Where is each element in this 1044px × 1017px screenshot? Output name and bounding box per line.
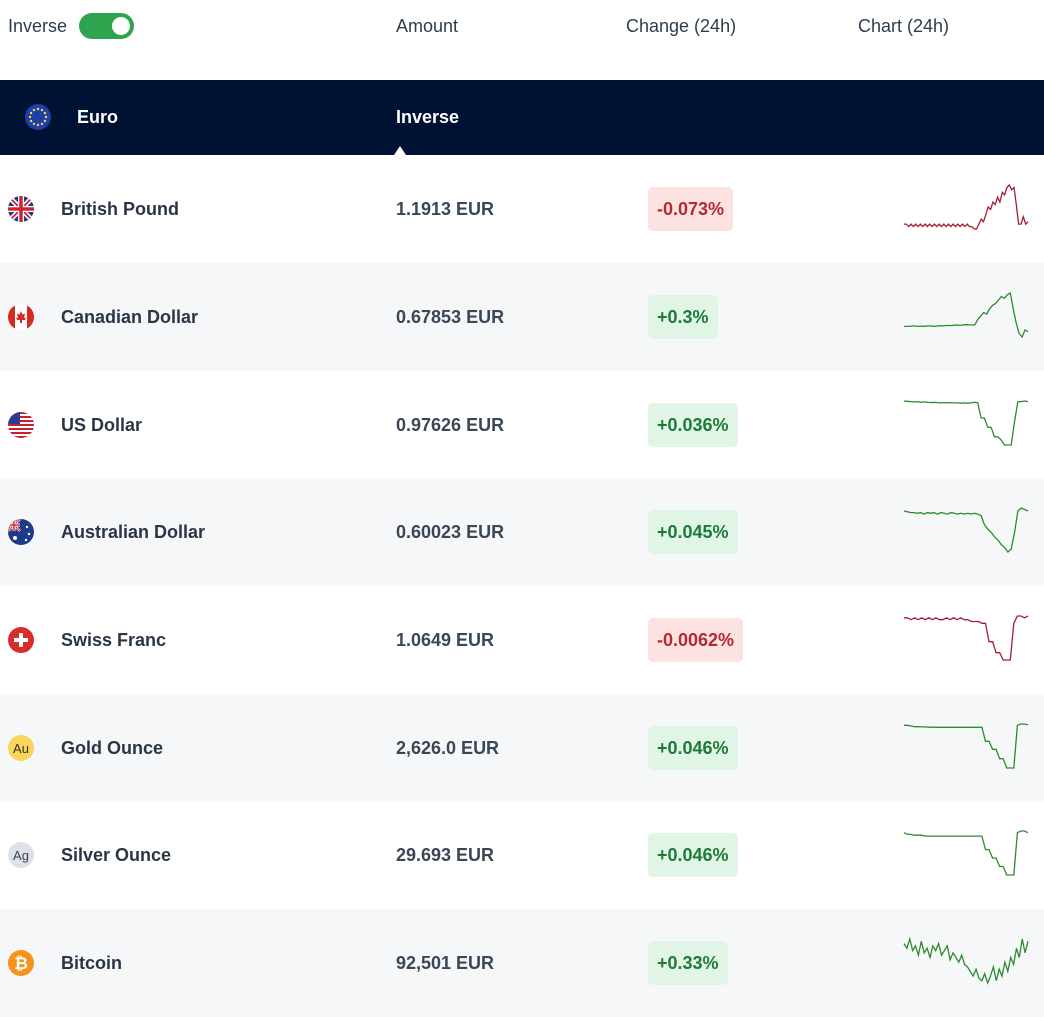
table-row[interactable]: British Pound 1.1913 EUR -0.073%: [0, 155, 1044, 263]
change-badge: +0.046%: [648, 833, 738, 877]
change-badge: +0.33%: [648, 941, 728, 985]
table-row[interactable]: US Dollar 0.97626 EUR +0.036%: [0, 371, 1044, 479]
change-badge: +0.046%: [648, 726, 738, 770]
sparkline-series: [904, 723, 1029, 769]
sparkline-chart: [904, 723, 1029, 769]
currency-amount: 92,501 EUR: [396, 953, 495, 973]
sparkline-chart: [904, 183, 1029, 230]
currency-amount: 29.693 EUR: [396, 845, 495, 865]
sparkline-series: [904, 291, 1029, 339]
table-row[interactable]: Ag Silver Ounce 29.693 EUR +0.046%: [0, 801, 1044, 909]
base-currency-name: Euro: [77, 107, 119, 127]
change-badge: +0.3%: [648, 295, 718, 339]
us-flag-icon: [8, 412, 34, 438]
currency-amount: 1.0649 EUR: [396, 630, 495, 650]
currency-amount: 0.60023 EUR: [396, 522, 505, 542]
currency-amount: 0.67853 EUR: [396, 307, 505, 327]
table-row[interactable]: Au Gold Ounce 2,626.0 EUR +0.046%: [0, 694, 1044, 802]
currency-amount: 1.1913 EUR: [396, 199, 495, 219]
table-header: Inverse Amount Change (24h) Chart (24h): [0, 0, 1044, 52]
column-header-change[interactable]: Change (24h): [626, 16, 737, 36]
currency-name: Australian Dollar: [61, 522, 206, 542]
silver-ag-icon: Ag: [8, 842, 34, 868]
canada-flag-icon: [8, 304, 34, 330]
change-badge: -0.073%: [648, 187, 734, 231]
base-currency-bar[interactable]: Euro Inverse: [0, 80, 1044, 155]
change-badge: +0.045%: [648, 510, 738, 554]
inverse-toggle[interactable]: [79, 13, 134, 39]
bitcoin-icon: ₿: [8, 950, 34, 976]
column-pointer: [394, 146, 406, 155]
inverse-label: Inverse: [8, 16, 68, 36]
column-header-chart: Chart (24h): [858, 16, 950, 36]
sparkline-chart: [903, 507, 1029, 553]
sparkline-chart: [904, 615, 1029, 661]
currency-name: US Dollar: [61, 415, 143, 435]
currency-name: Bitcoin: [61, 953, 122, 973]
currency-amount: 2,626.0 EUR: [396, 738, 500, 758]
sparkline-series: [904, 615, 1029, 661]
sparkline-chart: [903, 936, 1029, 985]
sparkline-chart: [903, 830, 1029, 876]
sparkline-series: [903, 507, 1029, 553]
currency-name: Swiss Franc: [61, 630, 167, 650]
svg-text:₿: ₿: [14, 954, 28, 973]
australia-flag-icon: [8, 519, 34, 545]
sparkline-series: [903, 830, 1029, 876]
eu-flag-icon: [25, 104, 51, 130]
toggle-knob: [112, 17, 130, 35]
svg-text:Ag: Ag: [13, 848, 29, 863]
currency-name: Canadian Dollar: [61, 307, 199, 327]
sparkline-series: [904, 183, 1029, 230]
currency-amount: 0.97626 EUR: [396, 415, 505, 435]
base-mode-label: Inverse: [396, 107, 460, 127]
sparkline-chart: [904, 291, 1029, 339]
svg-text:Au: Au: [13, 741, 29, 756]
column-header-amount[interactable]: Amount: [396, 16, 459, 36]
sparkline-chart: [903, 400, 1029, 446]
sparkline-series: [903, 936, 1029, 985]
table-row[interactable]: Australian Dollar 0.60023 EUR +0.045%: [0, 478, 1044, 586]
swiss-flag-icon: [8, 627, 34, 653]
sparkline-series: [903, 400, 1029, 446]
change-badge: +0.036%: [648, 403, 738, 447]
table-row[interactable]: Canadian Dollar 0.67853 EUR +0.3%: [0, 263, 1044, 371]
gold-au-icon: Au: [8, 735, 34, 761]
table-row[interactable]: Swiss Franc 1.0649 EUR -0.0062%: [0, 586, 1044, 694]
currency-name: Gold Ounce: [61, 738, 164, 758]
table-row[interactable]: ₿ Bitcoin 92,501 EUR +0.33%: [0, 909, 1044, 1017]
currency-name: Silver Ounce: [61, 845, 172, 865]
currency-name: British Pound: [61, 199, 179, 219]
uk-flag-icon: [8, 196, 34, 222]
change-badge: -0.0062%: [648, 618, 744, 662]
